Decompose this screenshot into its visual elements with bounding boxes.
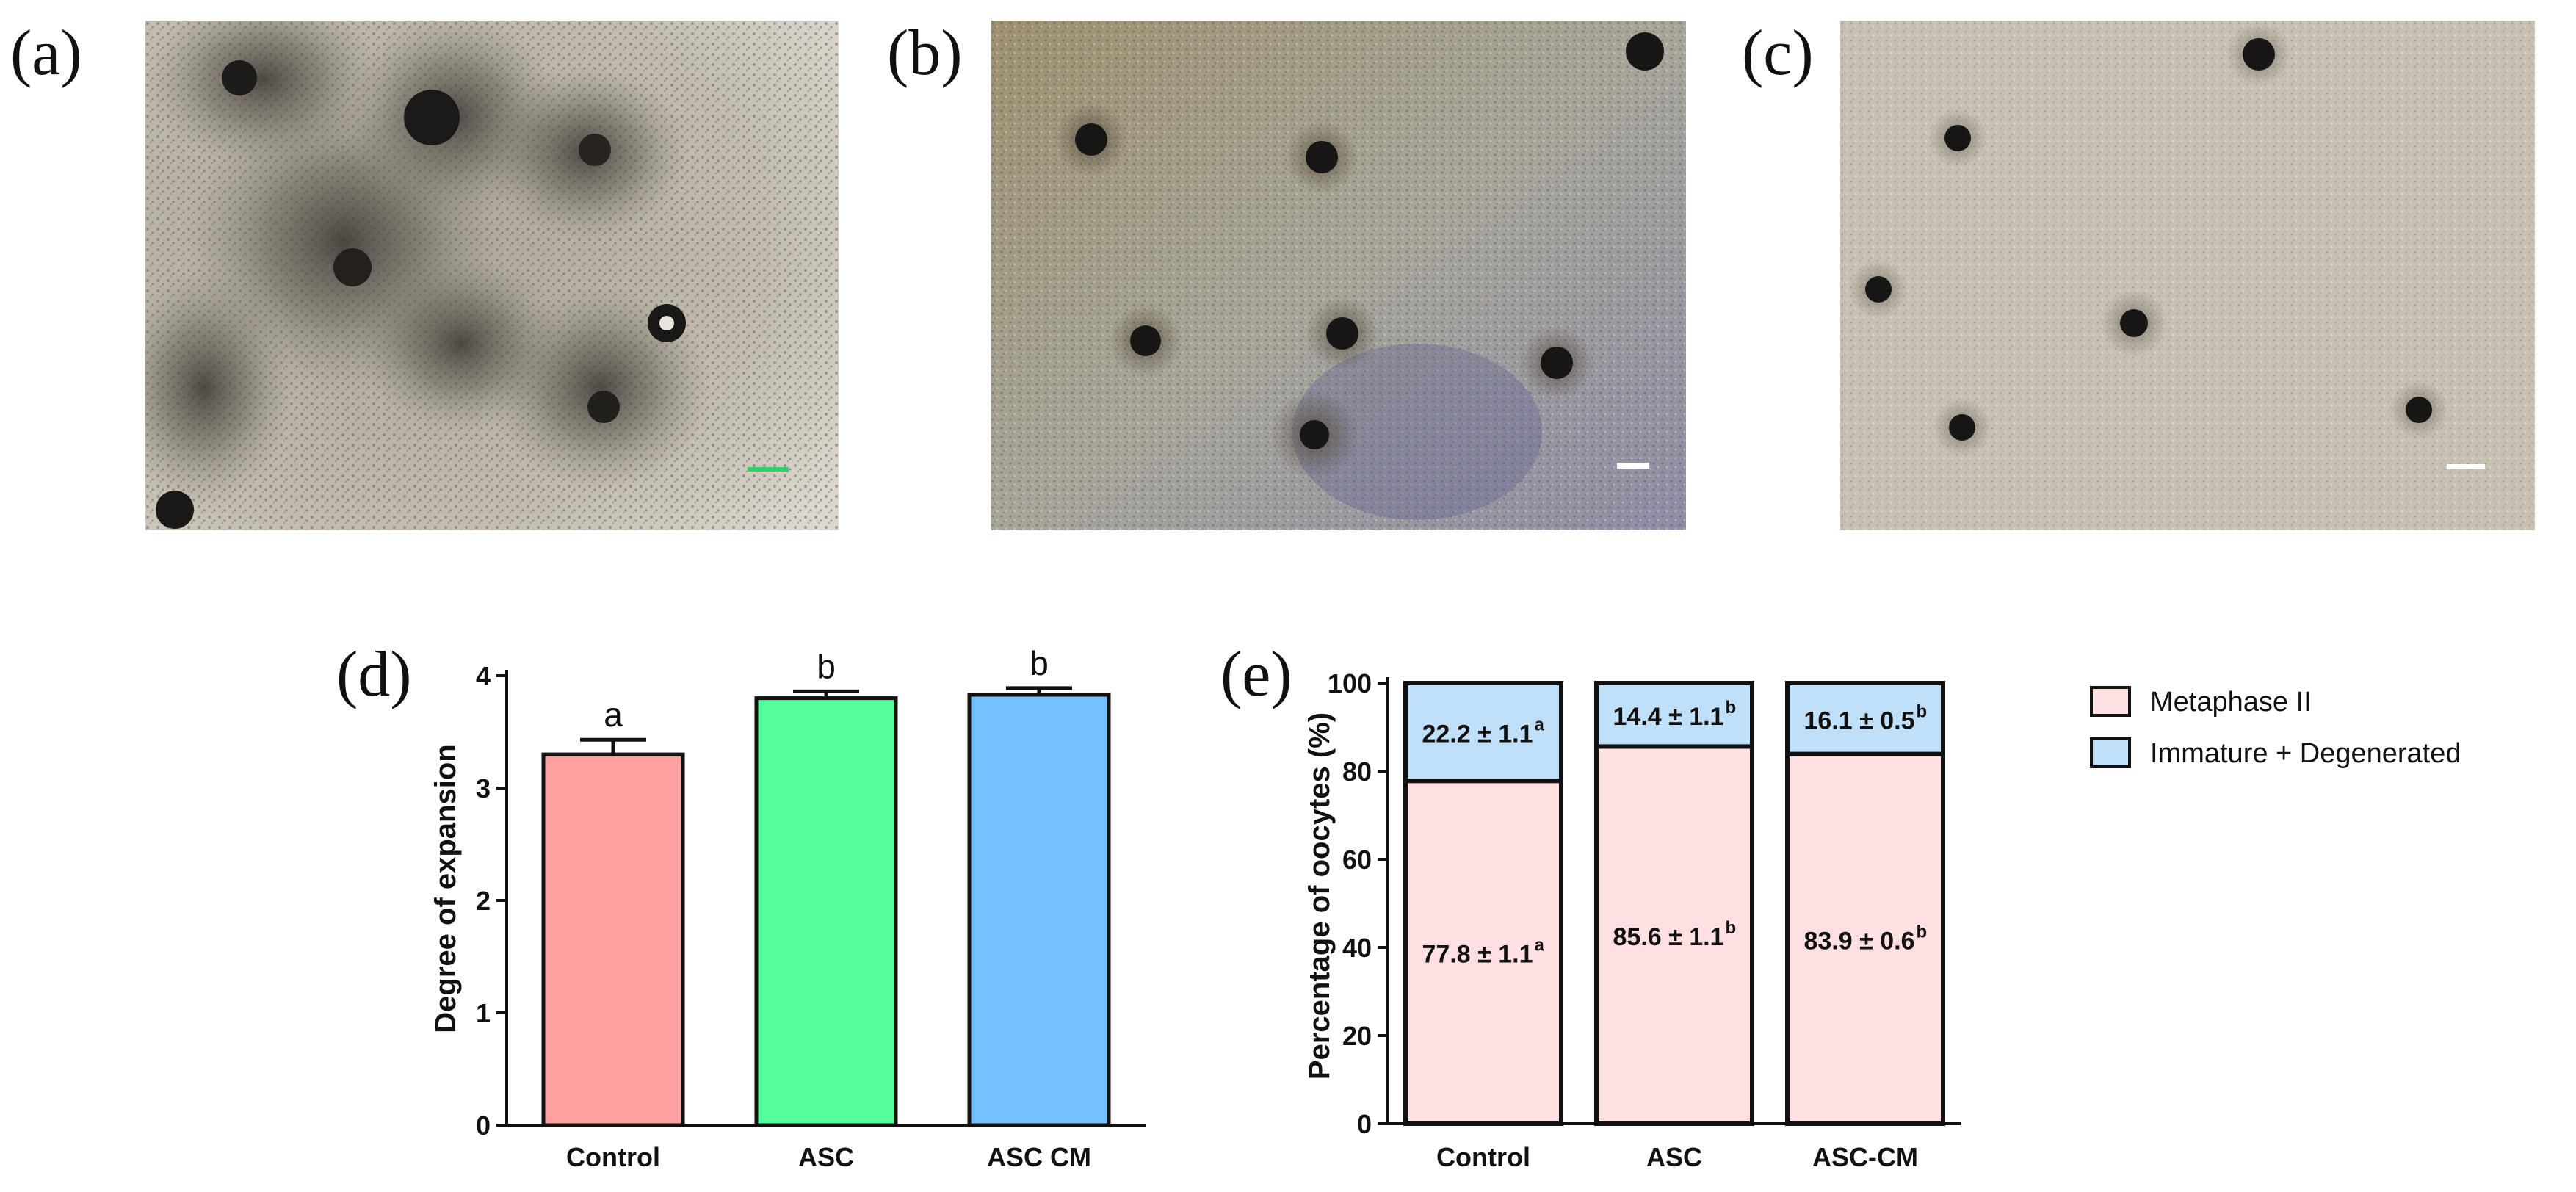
chart-d-category-label: Control	[566, 1142, 660, 1172]
chart-e-data-label: 77.8 ± 1.1	[1422, 941, 1533, 969]
chart-e-data-label-superscript: a	[1535, 715, 1545, 735]
chart-e-ytick-label: 80	[1342, 756, 1372, 787]
chart-d-ytick-label: 4	[476, 661, 491, 691]
chart-d-bar	[967, 693, 1111, 1127]
chart-e-data-label-superscript: a	[1535, 936, 1545, 956]
chart-e-ylabel: Percentage of oocytes (%)	[1303, 712, 1336, 1080]
chart-d-degree-of-expansion: 0 1 2 3 4 a Control b ASC b ASC CM Degree of expan…	[430, 646, 1146, 1172]
micrograph-a	[145, 21, 839, 530]
chart-e-data-label: 85.6 ± 1.1	[1613, 923, 1724, 951]
chart-e-legend: Metaphase II Immature + Degenerated	[2090, 686, 2461, 769]
chart-d-bar	[754, 696, 898, 1127]
chart-e-data-label-superscript: b	[1726, 698, 1737, 718]
panel-label-e: (e)	[1220, 639, 1292, 710]
chart-d-significance-label: a	[604, 696, 623, 734]
chart-e-ytick-label: 40	[1342, 933, 1372, 963]
chart-e-bar-segment	[1785, 681, 1945, 756]
chart-d-category-label: ASC CM	[987, 1142, 1091, 1172]
chart-e-data-label: 16.1 ± 0.5	[1804, 707, 1915, 734]
chart-d-significance-label: b	[817, 647, 836, 685]
chart-e-ytick-label: 0	[1357, 1109, 1372, 1139]
chart-e-data-label-superscript: b	[1917, 701, 1928, 721]
chart-d-category-label: ASC	[798, 1142, 854, 1172]
chart-d-labels: 0 1 2 3 4 a Control b ASC b ASC CM	[476, 646, 1091, 1172]
chart-e-data-label-superscript: b	[1726, 918, 1737, 938]
micrograph-b	[991, 21, 1686, 530]
chart-d-bar	[541, 752, 685, 1127]
chart-e-ytick-label: 20	[1342, 1021, 1372, 1051]
chart-e-ytick-label: 100	[1328, 668, 1372, 698]
chart-e-data-label: 14.4 ± 1.1	[1613, 703, 1724, 731]
chart-d-significance-label: b	[1030, 646, 1049, 682]
chart-e-bar-segment	[1403, 681, 1563, 784]
chart-e-category-label: ASC	[1646, 1142, 1702, 1172]
chart-e-legend-label: Immature + Degenerated	[2150, 738, 2461, 769]
chart-e-bars	[1403, 681, 1945, 1126]
panel-label-b: (b)	[887, 18, 963, 89]
chart-e-category-label: ASC-CM	[1812, 1142, 1918, 1172]
chart-e-bar-segment	[1594, 744, 1754, 1126]
chart-d-bars	[541, 686, 1111, 1127]
chart-d-ytick-label: 2	[476, 886, 491, 916]
panel-label-c: (c)	[1742, 18, 1814, 89]
chart-e-bar-segment	[1594, 681, 1754, 749]
chart-e-bar-segment	[1785, 751, 1945, 1126]
chart-e-legend-swatch	[2090, 737, 2131, 768]
micrograph-c	[1840, 21, 2535, 530]
chart-e-data-label: 83.9 ± 0.6	[1804, 927, 1915, 955]
chart-e-category-label: Control	[1436, 1142, 1530, 1172]
chart-e-ytick-label: 60	[1342, 845, 1372, 875]
chart-d-ytick-label: 3	[476, 773, 491, 803]
chart-e-legend-label: Metaphase II	[2150, 687, 2312, 718]
panel-label-a: (a)	[10, 18, 82, 89]
chart-d-ytick-label: 0	[476, 1110, 491, 1141]
chart-e-data-label-superscript: b	[1917, 922, 1928, 942]
panel-label-d: (d)	[336, 639, 412, 710]
chart-e-data-label: 22.2 ± 1.1	[1422, 720, 1533, 748]
chart-d-ytick-label: 1	[476, 998, 491, 1028]
chart-e-legend-swatch	[2090, 686, 2131, 717]
chart-e-bar-segment	[1403, 779, 1563, 1126]
chart-d-ylabel: Degree of expansion	[430, 744, 462, 1033]
